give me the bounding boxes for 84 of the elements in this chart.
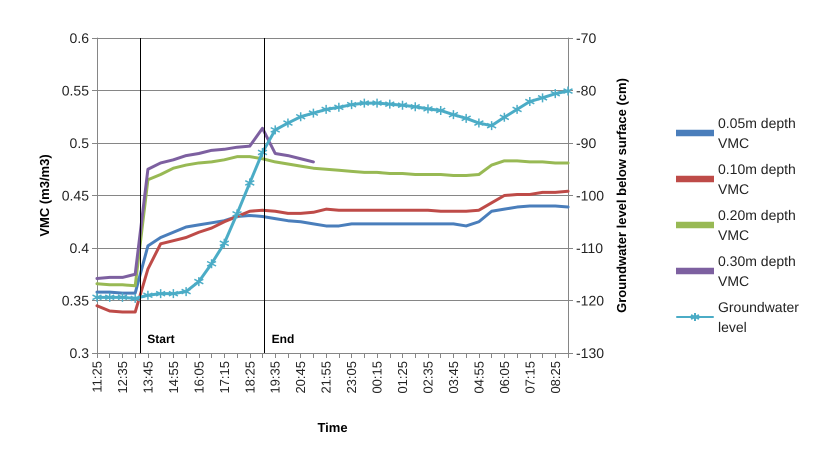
point xyxy=(422,104,434,114)
x-tick-label: 23:05 xyxy=(344,361,360,394)
y-tick-label: 0.55 xyxy=(62,82,90,98)
point xyxy=(282,118,294,128)
point xyxy=(486,120,497,131)
x-tick-label: 06:05 xyxy=(496,361,512,394)
y2-tick-label: -80 xyxy=(576,82,596,98)
point xyxy=(155,288,166,299)
point xyxy=(435,105,446,116)
y2-tick-label: -110 xyxy=(576,240,604,256)
point xyxy=(142,290,154,300)
annotation: Start xyxy=(147,332,175,346)
x-tick-label: 17:15 xyxy=(216,361,232,394)
point xyxy=(257,147,268,158)
point xyxy=(320,104,332,115)
x-tick-label: 01:25 xyxy=(395,361,410,394)
x-tick-label: 03:45 xyxy=(446,361,461,394)
point xyxy=(295,112,306,122)
y-axis-title: VMC (m3/m3) xyxy=(36,154,52,237)
point xyxy=(562,86,574,96)
point xyxy=(130,293,140,304)
legend-label: 0.05m depth VMC xyxy=(718,115,800,151)
point xyxy=(397,100,408,110)
point xyxy=(117,292,128,303)
point xyxy=(448,109,459,120)
line-series xyxy=(96,204,570,295)
point xyxy=(104,292,115,303)
point xyxy=(194,276,204,287)
point xyxy=(384,98,396,110)
x-tick-label: 08:25 xyxy=(548,361,563,394)
x-tick-label: 00:15 xyxy=(370,361,385,394)
x-tick-label: 14:55 xyxy=(166,361,181,394)
line-series xyxy=(96,126,315,280)
y-tick-label: 0.4 xyxy=(70,240,90,256)
y-tick-label: 0.5 xyxy=(70,135,90,151)
y2-axis-title: Groundwater level below surface (cm) xyxy=(614,78,629,313)
point xyxy=(346,99,357,110)
point xyxy=(334,102,344,113)
x-tick-label: 04:55 xyxy=(471,361,486,394)
point xyxy=(180,286,192,297)
x-tick-label: 12:35 xyxy=(114,361,130,394)
legend-label: 0.20m depth VMC xyxy=(718,207,800,243)
x-tick-label: 18:25 xyxy=(242,361,258,394)
legend-label: 0.30m depth VMC xyxy=(718,253,800,289)
point xyxy=(168,288,179,299)
y2-tick-label: -120 xyxy=(576,292,604,308)
x-axis-title: Time xyxy=(317,420,348,435)
y2-tick-label: -70 xyxy=(576,30,596,46)
point xyxy=(524,96,536,107)
x-tick-label: 13:45 xyxy=(140,361,156,394)
point xyxy=(537,92,548,104)
y2-tick-label: -130 xyxy=(576,345,604,361)
point xyxy=(92,292,102,303)
point xyxy=(359,98,370,108)
line-series xyxy=(96,190,570,314)
point xyxy=(460,113,472,124)
point xyxy=(206,258,217,269)
point xyxy=(232,208,242,220)
point xyxy=(474,118,484,128)
x-tick-label: 21:55 xyxy=(318,361,334,394)
y-tick-label: 0.6 xyxy=(70,30,90,46)
point xyxy=(308,108,319,118)
point xyxy=(219,238,230,249)
x-tick-label: 02:35 xyxy=(420,361,436,394)
x-tick-label: 20:45 xyxy=(293,361,308,394)
point xyxy=(244,178,256,188)
x-tick-label: 11:25 xyxy=(90,361,104,393)
point xyxy=(499,112,510,123)
x-tick-label: 19:35 xyxy=(268,361,283,394)
legend-label: 0.10m depth VMC xyxy=(718,161,800,197)
y-tick-label: 0.45 xyxy=(62,188,90,204)
point xyxy=(550,88,561,99)
point xyxy=(270,124,280,136)
y-tick-label: 0.3 xyxy=(70,345,90,361)
annotation: End xyxy=(272,332,294,346)
y2-tick-label: -90 xyxy=(576,135,596,151)
y2-tick-label: -100 xyxy=(576,188,604,204)
y-tick-label: 0.35 xyxy=(62,292,90,308)
point xyxy=(410,102,420,112)
legend-label: Groundwater level xyxy=(718,299,803,335)
x-tick-label: 07:15 xyxy=(522,361,538,394)
point xyxy=(372,98,382,108)
point xyxy=(512,104,522,115)
x-tick-label: 16:05 xyxy=(191,361,206,394)
